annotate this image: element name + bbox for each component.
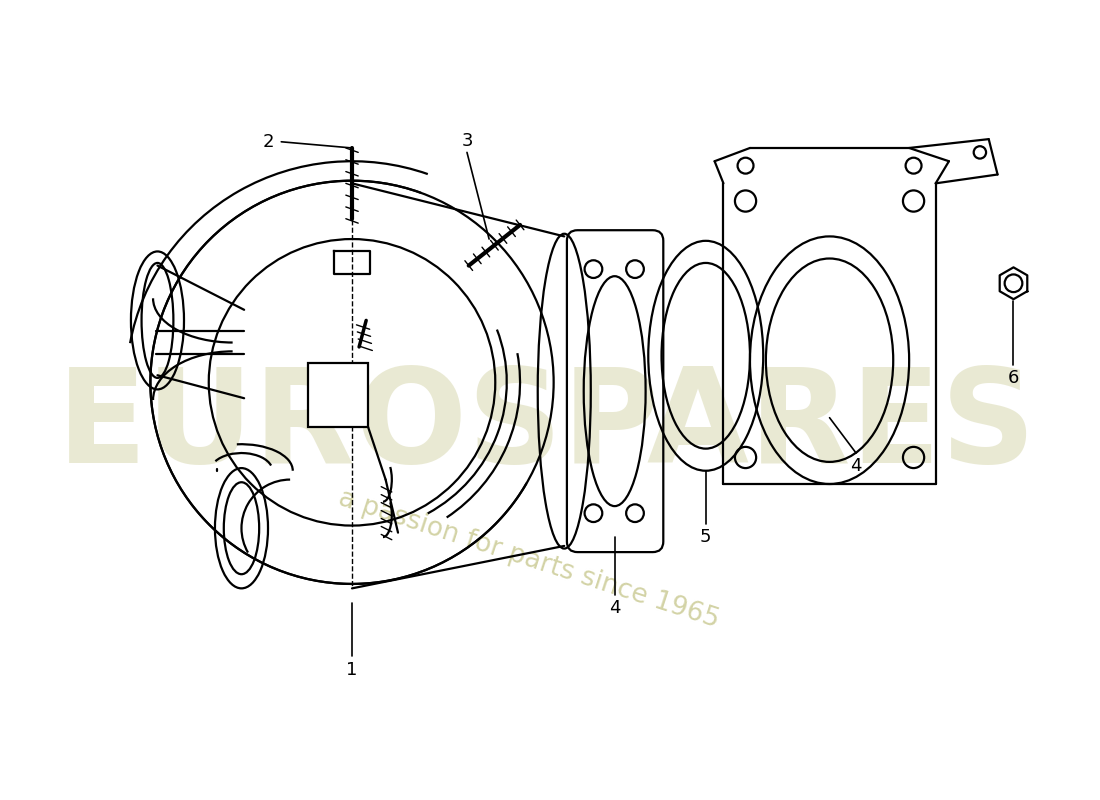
Text: 4: 4 [850, 458, 861, 475]
Text: 1: 1 [346, 661, 358, 678]
Bar [308, 363, 367, 426]
Text: 4: 4 [609, 599, 620, 617]
Text: 6: 6 [1008, 369, 1020, 387]
Text: a passion for parts since 1965: a passion for parts since 1965 [336, 485, 723, 633]
Text: 3: 3 [461, 132, 473, 150]
Text: 5: 5 [700, 528, 712, 546]
Text: 2: 2 [262, 133, 274, 150]
Text: EUROSPARES: EUROSPARES [57, 363, 1036, 490]
